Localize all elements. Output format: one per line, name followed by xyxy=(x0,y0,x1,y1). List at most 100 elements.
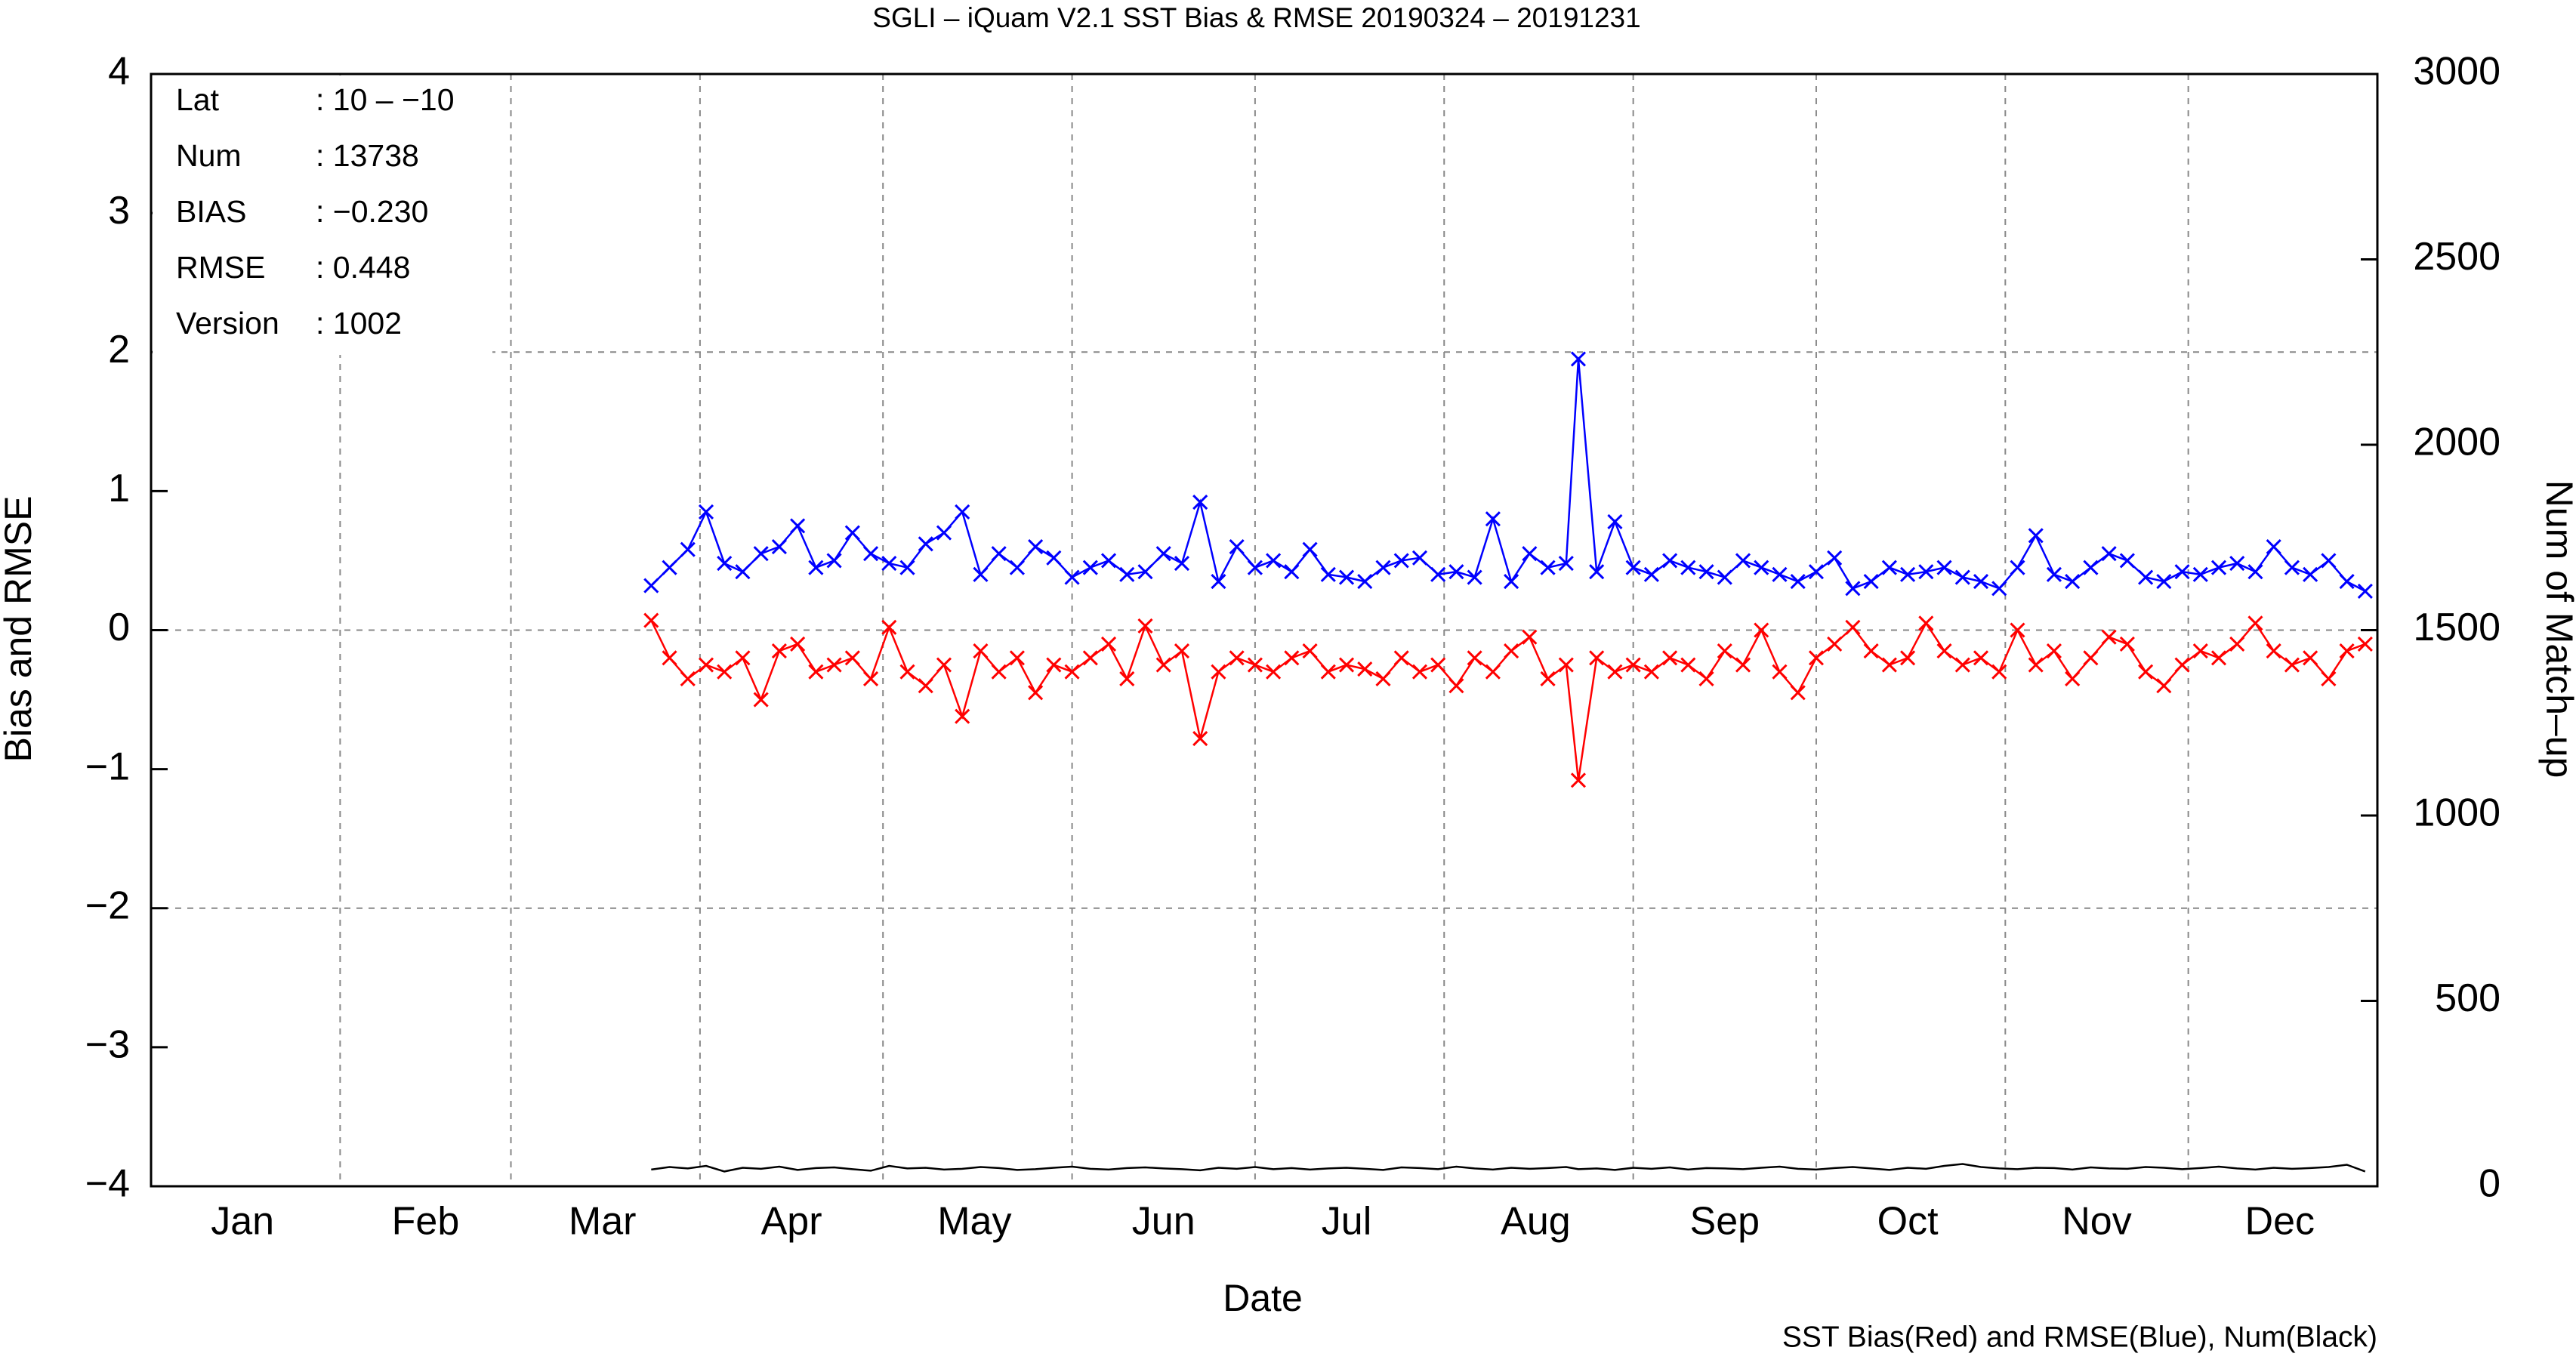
data-point xyxy=(1467,650,1482,666)
data-point xyxy=(2010,560,2025,575)
stats-value: : 1002 xyxy=(316,306,402,341)
data-point xyxy=(1338,657,1355,673)
data-point xyxy=(1411,664,1428,680)
y-tick-label: −1 xyxy=(85,745,130,788)
data-point xyxy=(1137,618,1153,634)
data-point xyxy=(2101,629,2117,645)
data-point xyxy=(771,643,787,659)
data-point xyxy=(1485,511,1501,527)
data-point xyxy=(1046,550,1062,566)
data-point xyxy=(1570,772,1587,788)
data-point xyxy=(1827,636,1843,652)
data-point xyxy=(1247,560,1263,575)
data-point xyxy=(1064,569,1080,585)
data-point xyxy=(753,546,769,562)
data-point xyxy=(1662,553,1678,569)
data-point xyxy=(1558,556,1574,572)
data-point xyxy=(1411,550,1428,566)
data-point xyxy=(1302,643,1318,659)
x-tick-label: Oct xyxy=(1877,1200,1939,1244)
data-point xyxy=(1028,685,1044,701)
data-point xyxy=(1082,650,1098,666)
data-point xyxy=(1625,560,1641,575)
data-point xyxy=(2303,650,2318,666)
data-point xyxy=(1918,564,1934,580)
data-point xyxy=(2321,553,2337,569)
data-point xyxy=(1375,560,1391,575)
data-point xyxy=(1119,671,1135,687)
data-point xyxy=(1973,650,1989,666)
data-point xyxy=(2046,566,2062,582)
data-point xyxy=(1266,664,1282,680)
chart-title: SGLI – iQuam V2.1 SST Bias & RMSE 201903… xyxy=(872,2,1640,33)
data-point xyxy=(1504,573,1519,590)
data-point xyxy=(1247,657,1263,673)
data-point xyxy=(1680,657,1696,673)
data-point xyxy=(2210,650,2227,666)
y2-tick-label: 2000 xyxy=(2413,421,2500,464)
data-point xyxy=(881,556,897,572)
data-point xyxy=(1698,671,1714,687)
data-point xyxy=(2101,546,2117,562)
data-point xyxy=(808,560,824,575)
data-point xyxy=(2284,560,2300,575)
data-point xyxy=(2156,573,2172,590)
data-point xyxy=(753,692,769,708)
data-point xyxy=(1357,661,1373,677)
data-point xyxy=(698,504,714,520)
y2-tick-label: 0 xyxy=(2479,1162,2500,1206)
data-point xyxy=(2321,671,2337,687)
data-point xyxy=(991,664,1007,680)
data-point xyxy=(918,678,933,694)
data-point xyxy=(1174,643,1190,659)
y-tick-label: 4 xyxy=(108,50,130,94)
data-point xyxy=(1772,566,1788,582)
data-point xyxy=(1375,671,1391,687)
y-tick-label: 2 xyxy=(108,328,130,372)
data-point xyxy=(1845,581,1861,597)
data-point xyxy=(1522,546,1538,562)
data-point xyxy=(1863,643,1879,659)
data-point xyxy=(844,650,860,666)
data-point xyxy=(808,664,824,680)
data-point xyxy=(1485,664,1501,680)
x-tick-label: Dec xyxy=(2245,1200,2315,1244)
data-point xyxy=(1100,553,1117,569)
data-point xyxy=(643,612,659,628)
data-point xyxy=(1119,566,1135,582)
data-point xyxy=(1589,564,1605,580)
y2-axis-label: Num of Match–up xyxy=(2538,480,2576,779)
x-tick-label: Jun xyxy=(1132,1200,1195,1244)
stats-label: Num xyxy=(176,138,242,173)
data-point xyxy=(1558,657,1574,673)
data-point xyxy=(1827,550,1843,566)
data-point xyxy=(680,541,696,557)
plot-area: −4 −3 −2 −1 0 1 2 3 4 0 500 1000 1500 2000 2500 3000 Jan… xyxy=(85,50,2500,1244)
data-point xyxy=(1229,650,1245,666)
x-tick-label: Sep xyxy=(1690,1200,1760,1244)
data-point xyxy=(2247,564,2263,580)
data-point xyxy=(2046,643,2062,659)
x-tick-label: Jul xyxy=(1322,1200,1371,1244)
data-point xyxy=(844,525,860,541)
data-point xyxy=(1009,650,1025,666)
data-point xyxy=(1936,560,1952,575)
data-point xyxy=(1698,564,1714,580)
x-tick-label: Aug xyxy=(1501,1200,1571,1244)
data-point xyxy=(1192,495,1208,510)
data-point xyxy=(1754,560,1769,575)
data-point xyxy=(1900,650,1916,666)
data-point xyxy=(1393,650,1409,666)
data-point xyxy=(2174,564,2190,580)
data-point xyxy=(2266,538,2281,555)
data-point xyxy=(717,556,733,572)
stats-label: BIAS xyxy=(176,194,246,229)
data-point xyxy=(2010,622,2025,638)
data-point xyxy=(1174,556,1190,572)
data-point xyxy=(1522,629,1538,645)
data-point xyxy=(2192,643,2208,659)
data-point xyxy=(826,553,842,569)
data-point xyxy=(717,664,733,680)
data-point xyxy=(680,671,696,687)
y-tick-label: −2 xyxy=(85,883,130,927)
